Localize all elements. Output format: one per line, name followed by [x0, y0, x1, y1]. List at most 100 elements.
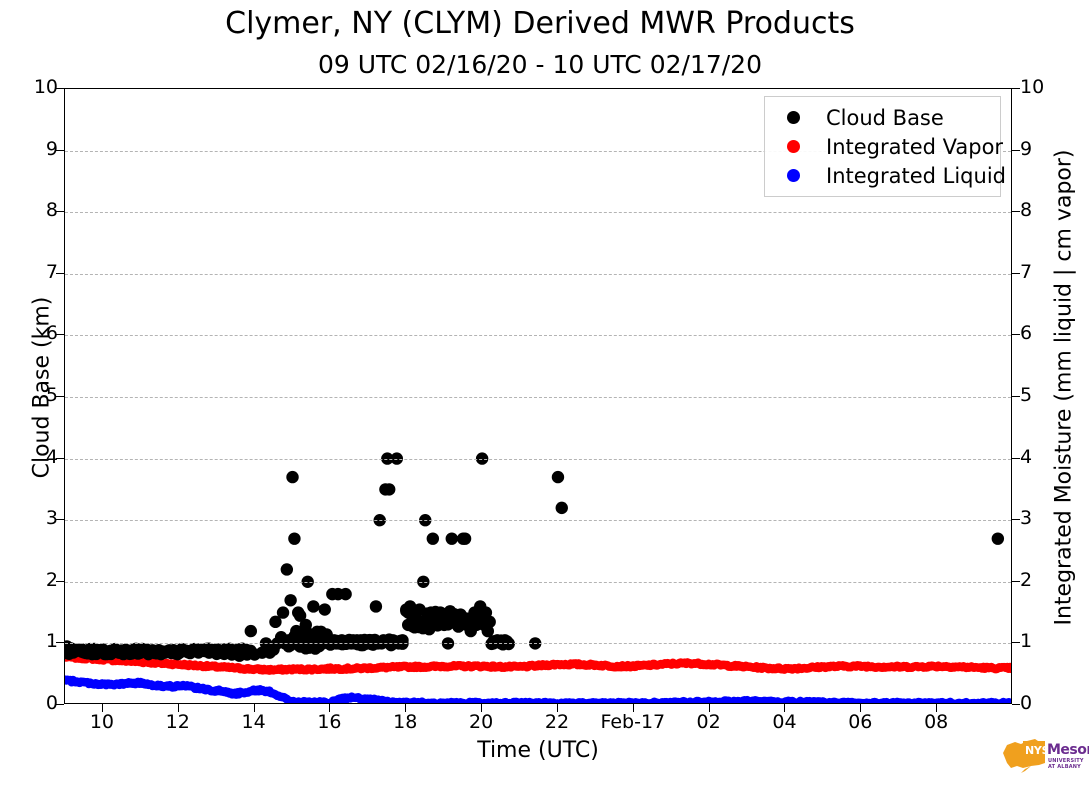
- gridline: [65, 458, 1011, 460]
- liquid-data-point: [1008, 698, 1011, 703]
- y-axis-left-tick-label: 2: [45, 568, 58, 591]
- gridline: [65, 212, 1011, 214]
- y-axis-right-tick-mark: [1012, 396, 1020, 397]
- y-axis-left-tick-label: 1: [45, 630, 58, 653]
- cloud-base-data-point: [551, 470, 565, 484]
- y-axis-left-tick-mark: [56, 334, 64, 336]
- y-axis-left-tick-mark: [56, 457, 64, 459]
- y-axis-left-tick-label: 10: [33, 76, 58, 98]
- gridline: [65, 335, 1011, 337]
- y-axis-right-tick-label: 4: [1020, 445, 1033, 468]
- y-axis-left-tick-mark: [56, 149, 64, 151]
- cloud-base-data-point: [276, 606, 290, 619]
- y-axis-left-tick-mark: [56, 580, 64, 582]
- x-axis-tick-mark: [784, 704, 786, 712]
- x-axis-tick-label: 10: [89, 711, 114, 733]
- x-axis-tick-mark: [405, 704, 407, 712]
- y-axis-right-tick-mark: [1012, 519, 1020, 521]
- x-axis-tick-label: 12: [165, 711, 190, 733]
- x-axis-tick-mark: [708, 704, 710, 712]
- y-axis-left-tick-mark: [56, 396, 64, 397]
- x-axis-tick-mark: [936, 704, 938, 712]
- y-axis-left-tick-mark: [56, 704, 64, 705]
- y-axis-left-tick-label: 3: [45, 507, 58, 530]
- y-axis-right-tick-label: 0: [1020, 692, 1033, 714]
- y-axis-right-tick-mark: [1012, 580, 1020, 582]
- y-axis-right-tick-mark: [1012, 457, 1020, 459]
- x-axis-tick-mark: [101, 704, 103, 712]
- gridline: [65, 397, 1011, 398]
- y-axis-right-tick-label: 7: [1020, 260, 1033, 283]
- chart-data-layer: [65, 452, 1011, 703]
- logo-university-text: UNIVERSITY AT ALBANY: [1048, 758, 1084, 770]
- cloud-base-data-point: [244, 624, 258, 638]
- y-axis-right-tick-label: 9: [1020, 137, 1033, 160]
- y-axis-left-tick-mark: [56, 272, 64, 274]
- y-axis-right-tick-label: 2: [1020, 568, 1033, 591]
- x-axis-tick-label: 16: [317, 711, 342, 733]
- legend-item[interactable]: Cloud Base: [765, 103, 1000, 132]
- y-axis-right-tick-label: 3: [1020, 507, 1033, 530]
- cloud-base-data-point: [320, 628, 333, 641]
- cloud-base-data-point: [410, 605, 423, 618]
- legend-item[interactable]: Integrated Vapor: [765, 132, 1004, 161]
- gridline: [65, 150, 1011, 152]
- y-axis-right-tick-label: 5: [1020, 384, 1033, 406]
- legend-item-label: Integrated Vapor: [826, 134, 1004, 159]
- y-axis-left-tick-label: 4: [45, 445, 58, 468]
- logo-state-shape: [1003, 739, 1045, 773]
- y-axis-right-tick-mark: [1012, 211, 1020, 213]
- y-axis-left-tick-mark: [56, 519, 64, 521]
- x-axis-tick-label: Feb-17: [600, 711, 666, 733]
- cloud-base-data-point: [286, 470, 299, 484]
- cloud-base-data-point: [280, 563, 294, 576]
- gridline: [65, 581, 1011, 583]
- cloud-base-data-point: [369, 600, 383, 613]
- x-axis-tick-mark: [632, 704, 634, 712]
- x-axis-tick-label: 14: [241, 711, 266, 733]
- gridline: [65, 643, 1011, 645]
- y-axis-left-tick-label: 6: [45, 322, 58, 345]
- x-axis-tick-label: 06: [848, 711, 873, 733]
- cloud-base-data-point: [473, 615, 486, 628]
- legend-marker-icon: [787, 169, 800, 182]
- y-axis-right-tick-mark: [1012, 704, 1020, 705]
- vapor-data-point: [1008, 663, 1011, 672]
- cloud-base-data-point: [445, 532, 458, 545]
- y-axis-right-tick-label: 8: [1020, 199, 1033, 222]
- y-axis-right-tick-label: 6: [1020, 322, 1033, 345]
- y-axis-left-tick-label: 8: [45, 199, 58, 222]
- y-axis-right-tick-mark: [1012, 149, 1020, 151]
- y-axis-right-tick-label: 10: [1020, 76, 1045, 98]
- x-axis-tick-mark: [481, 704, 483, 712]
- y-axis-left-tick-label: 9: [45, 137, 58, 160]
- gridline: [65, 273, 1011, 275]
- x-axis-tick-mark: [556, 704, 558, 712]
- cloud-base-data-point: [368, 633, 382, 647]
- x-axis-tick-label: 20: [469, 711, 494, 733]
- x-axis-tick-label: 22: [544, 711, 570, 733]
- chart-subtitle: 09 UTC 02/16/20 - 10 UTC 02/17/20: [317, 50, 762, 79]
- cloud-base-data-point: [483, 615, 496, 629]
- page-title: Clymer, NY (CLYM) Derived MWR Products: [225, 6, 855, 41]
- x-axis-tick-label: 02: [696, 711, 721, 733]
- x-axis-tick-mark: [177, 704, 179, 712]
- y-axis-right-tick-label: 1: [1020, 630, 1033, 653]
- x-axis-label: Time (UTC): [477, 738, 599, 763]
- legend-item-label: Integrated Liquid: [826, 163, 1006, 188]
- x-axis-tick-mark: [329, 704, 331, 712]
- y-axis-left-tick-label: 7: [45, 260, 58, 283]
- cloud-base-data-point: [307, 600, 320, 613]
- legend-marker-icon: [787, 111, 800, 124]
- cloud-base-data-point: [269, 615, 282, 629]
- legend-item[interactable]: Integrated Liquid: [765, 161, 1006, 190]
- gridline: [65, 520, 1011, 522]
- cloud-base-data-point: [288, 532, 301, 545]
- legend-item-label: Cloud Base: [826, 105, 944, 130]
- cloud-base-data-point: [470, 605, 484, 619]
- cloud-base-data-point: [426, 532, 440, 545]
- y-axis-left-tick-mark: [56, 211, 64, 213]
- legend-marker-icon: [787, 140, 800, 153]
- cloud-base-data-point: [318, 603, 331, 616]
